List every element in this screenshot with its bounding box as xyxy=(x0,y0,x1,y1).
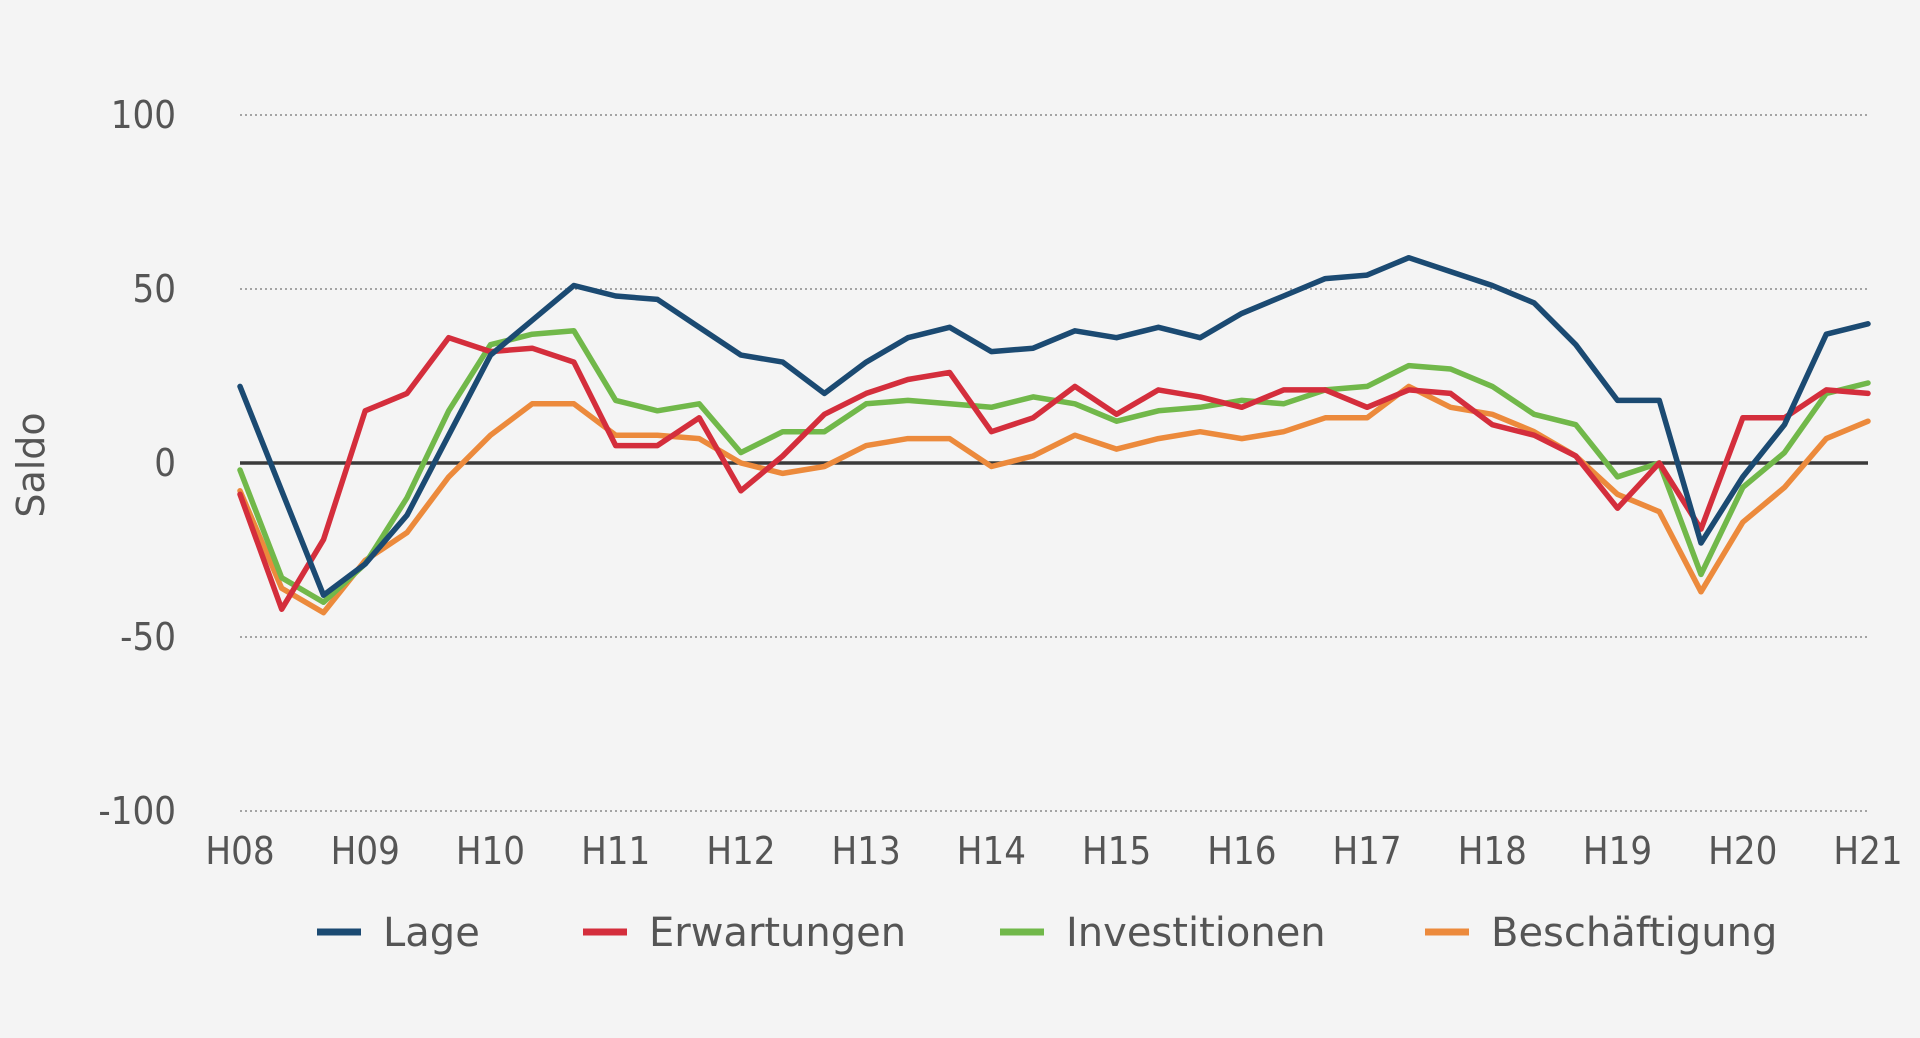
x-tick-label: H13 xyxy=(832,829,901,873)
series-line-erwartungen xyxy=(237,334,1871,612)
legend-label: Lage xyxy=(383,910,480,956)
grid xyxy=(240,114,1868,812)
x-tick-label: H11 xyxy=(581,829,650,873)
y-axis-title: Saldo xyxy=(9,412,53,517)
x-tick-label: H16 xyxy=(1207,829,1276,873)
y-tick-label: 100 xyxy=(111,93,176,137)
series-line-beschäftigung xyxy=(237,383,1871,616)
series-lines xyxy=(237,254,1871,616)
x-tick-label: H20 xyxy=(1708,829,1777,873)
y-tick-label: -50 xyxy=(120,615,176,659)
x-tick-label: H12 xyxy=(706,829,775,873)
x-tick-label: H08 xyxy=(205,829,274,873)
x-tick-label: H14 xyxy=(957,829,1026,873)
y-tick-label: 0 xyxy=(154,441,176,485)
x-tick-label: H17 xyxy=(1332,829,1401,873)
x-tick-label: H09 xyxy=(331,829,400,873)
y-tick-label: 50 xyxy=(133,267,177,311)
legend-label: Beschäftigung xyxy=(1491,910,1777,956)
legend-label: Investitionen xyxy=(1066,910,1326,956)
x-tick-label: H10 xyxy=(456,829,525,873)
x-tick-label: H15 xyxy=(1082,829,1151,873)
y-tick-label: -100 xyxy=(98,789,176,833)
y-axis-ticks: 100 50 0 -50 -100 xyxy=(98,93,176,833)
x-tick-label: H19 xyxy=(1583,829,1652,873)
x-axis-ticks: H08 H09 H10 H11 H12 H13 H14 H15 H16 H17 H18 H19 H20 H… xyxy=(205,829,1902,873)
x-tick-label: H21 xyxy=(1833,829,1902,873)
series-line-lage xyxy=(237,254,1871,598)
legend: Lage Erwartungen Investitionen Beschäftigun… xyxy=(317,910,1777,956)
x-tick-label: H18 xyxy=(1458,829,1527,873)
legend-label: Erwartungen xyxy=(649,910,906,956)
